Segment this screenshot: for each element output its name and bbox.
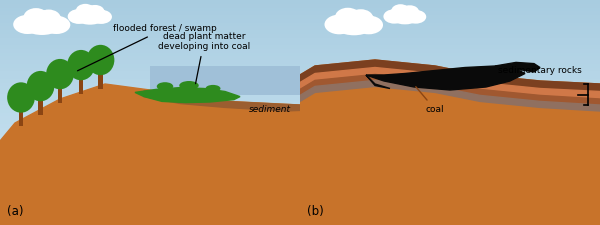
Polygon shape [98, 70, 103, 88]
Ellipse shape [335, 8, 361, 26]
Ellipse shape [157, 82, 173, 91]
Ellipse shape [332, 10, 376, 35]
Text: (b): (b) [308, 205, 324, 218]
Polygon shape [144, 91, 300, 111]
Ellipse shape [349, 9, 373, 27]
Polygon shape [495, 62, 540, 72]
Polygon shape [150, 66, 300, 94]
Text: sedimentary rocks: sedimentary rocks [498, 66, 582, 75]
Ellipse shape [389, 6, 421, 24]
Polygon shape [38, 96, 43, 115]
Text: dead plant matter
developing into coal: dead plant matter developing into coal [158, 32, 250, 84]
Polygon shape [366, 66, 525, 90]
Ellipse shape [67, 50, 95, 80]
Polygon shape [19, 107, 23, 126]
Ellipse shape [20, 10, 64, 35]
Polygon shape [135, 88, 240, 103]
Text: coal: coal [416, 87, 445, 114]
Ellipse shape [23, 8, 49, 26]
Polygon shape [300, 74, 600, 105]
Ellipse shape [7, 82, 35, 113]
Ellipse shape [205, 85, 221, 92]
Text: (a): (a) [7, 205, 24, 218]
Ellipse shape [76, 4, 95, 18]
Polygon shape [300, 68, 600, 99]
Polygon shape [58, 84, 62, 103]
Ellipse shape [86, 5, 104, 18]
Ellipse shape [37, 9, 61, 27]
Polygon shape [300, 60, 600, 225]
Ellipse shape [13, 15, 42, 34]
Ellipse shape [46, 59, 74, 89]
Ellipse shape [68, 9, 90, 24]
Ellipse shape [86, 45, 115, 75]
Text: flooded forest / swamp: flooded forest / swamp [77, 24, 217, 71]
Ellipse shape [383, 9, 405, 24]
Ellipse shape [401, 5, 419, 18]
Polygon shape [0, 84, 300, 225]
Polygon shape [300, 80, 600, 111]
Ellipse shape [43, 16, 70, 34]
Text: sediment: sediment [249, 105, 291, 114]
Ellipse shape [91, 10, 112, 24]
Ellipse shape [179, 81, 199, 90]
Ellipse shape [391, 4, 410, 18]
Ellipse shape [406, 10, 426, 24]
Ellipse shape [355, 16, 383, 34]
Ellipse shape [73, 5, 107, 25]
Polygon shape [79, 75, 83, 94]
Polygon shape [366, 75, 390, 88]
Polygon shape [300, 60, 600, 92]
Ellipse shape [325, 15, 354, 34]
Ellipse shape [26, 71, 55, 101]
